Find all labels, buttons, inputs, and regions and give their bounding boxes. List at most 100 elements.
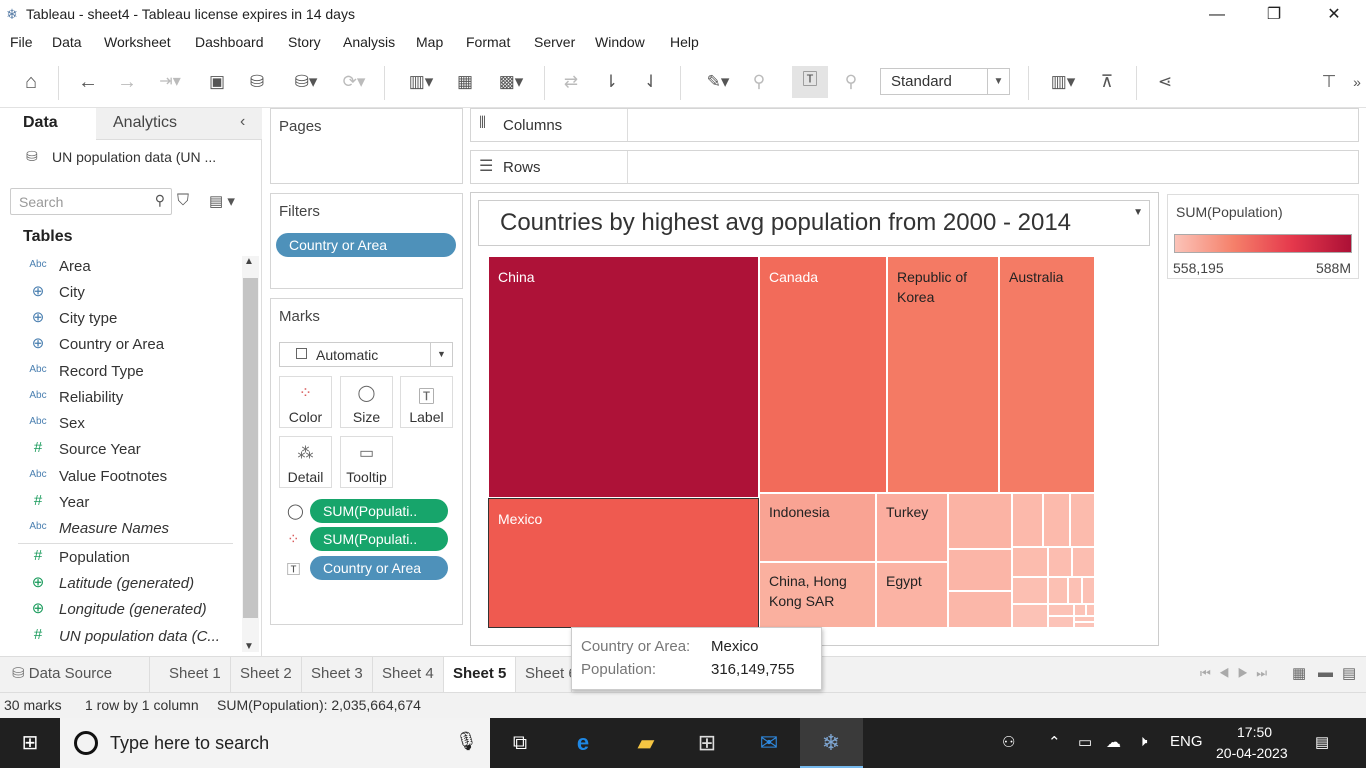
treemap-cell-canada[interactable]: Canada bbox=[759, 256, 887, 493]
collapse-pane-icon[interactable]: ‹ bbox=[240, 113, 246, 130]
duplicate-sheet-icon[interactable]: ▦ bbox=[456, 72, 474, 91]
filmstrip-icon[interactable]: ▬ bbox=[1318, 664, 1333, 681]
field-item[interactable]: ⊕ City type bbox=[0, 307, 240, 331]
menu-map[interactable]: Map bbox=[416, 34, 444, 50]
taskbar-search-input[interactable]: Type here to search 🎙 bbox=[60, 718, 490, 768]
treemap-cell[interactable] bbox=[1072, 547, 1095, 577]
field-item[interactable]: ⊕ Longitude (generated) bbox=[0, 598, 240, 622]
color-pill[interactable]: SUM(Populati.. bbox=[310, 527, 448, 551]
filter-pill-country[interactable]: Country or Area bbox=[276, 233, 456, 257]
menu-server[interactable]: Server bbox=[534, 34, 576, 50]
field-list-scrollbar[interactable]: ▲ ▼ bbox=[242, 256, 259, 652]
treemap-cell[interactable] bbox=[1074, 622, 1095, 628]
home-icon[interactable]: ⌂ bbox=[24, 71, 38, 93]
color-button[interactable]: ⁘ Color bbox=[279, 376, 332, 428]
tab-navigation-icon[interactable]: ⏮◀▶⏭ bbox=[1200, 666, 1276, 680]
label-button[interactable]: 🅃 Label bbox=[400, 376, 453, 428]
field-item[interactable]: # Source Year bbox=[0, 438, 240, 462]
tab-sheet-2[interactable]: Sheet 2 bbox=[231, 657, 302, 692]
menu-format[interactable]: Format bbox=[466, 34, 511, 50]
color-legend[interactable]: SUM(Population) 558,195 588M bbox=[1167, 194, 1359, 279]
back-icon[interactable]: ← bbox=[78, 71, 98, 93]
pages-card[interactable]: Pages bbox=[270, 108, 463, 184]
refresh-icon[interactable]: ⟳▾ bbox=[342, 72, 366, 91]
tab-sheet-5[interactable]: Sheet 5 bbox=[444, 657, 516, 692]
clock-time[interactable]: 17:50 bbox=[1237, 724, 1273, 740]
tab-sheet-1[interactable]: Sheet 1 bbox=[160, 657, 231, 692]
share-icon[interactable]: ⋖ bbox=[1157, 72, 1173, 91]
treemap-cell[interactable] bbox=[1086, 604, 1095, 616]
tableau-taskbar-item[interactable] bbox=[800, 718, 863, 768]
detail-button[interactable]: ⁂ Detail bbox=[279, 436, 332, 488]
tableau-taskbar-icon[interactable]: ❄ bbox=[821, 730, 841, 755]
field-item[interactable]: ⊕ Country or Area bbox=[0, 333, 240, 357]
group-icon[interactable]: ⚲ bbox=[752, 72, 766, 91]
treemap-cell-indonesia[interactable]: Indonesia bbox=[759, 493, 876, 562]
treemap-cell-china[interactable]: China bbox=[488, 256, 759, 498]
pause-updates-icon[interactable]: ⛁▾ bbox=[294, 72, 318, 91]
pin-icon[interactable]: ⚲ bbox=[844, 72, 858, 91]
onedrive-icon[interactable]: ☁ bbox=[1106, 734, 1121, 751]
mail-icon[interactable]: ✉ bbox=[759, 730, 779, 755]
treemap-cell[interactable] bbox=[1074, 604, 1086, 616]
tooltip-button[interactable]: ▭ Tooltip bbox=[340, 436, 393, 488]
field-item[interactable]: # UN population data (C... bbox=[0, 625, 240, 649]
treemap-cell[interactable] bbox=[1082, 577, 1095, 604]
treemap-cell-australia[interactable]: Australia bbox=[999, 256, 1095, 493]
sort-ascending-icon[interactable]: ⇂ bbox=[603, 72, 619, 91]
redo-dropdown-icon[interactable]: ⇥▾ bbox=[159, 73, 181, 90]
menu-dashboard[interactable]: Dashboard bbox=[195, 34, 264, 50]
language-indicator[interactable]: ENG bbox=[1170, 733, 1203, 750]
field-item[interactable]: ⊕ City bbox=[0, 281, 240, 305]
show-cards-icon[interactable]: ▥▾ bbox=[1050, 72, 1076, 91]
treemap-cell[interactable] bbox=[1043, 493, 1070, 547]
treemap-cell-mexico[interactable]: Mexico bbox=[488, 498, 759, 628]
columns-shelf[interactable]: ⦀ Columns bbox=[470, 108, 1359, 142]
tab-sheet-3[interactable]: Sheet 3 bbox=[302, 657, 373, 692]
treemap-cell-turkey[interactable]: Turkey bbox=[876, 493, 948, 562]
tab-analytics[interactable]: Analytics bbox=[96, 108, 262, 140]
edge-browser-icon[interactable]: e bbox=[576, 730, 590, 755]
menu-help[interactable]: Help bbox=[670, 34, 699, 50]
size-button[interactable]: ◯ Size bbox=[340, 376, 393, 428]
swap-icon[interactable]: ⇄ bbox=[563, 72, 579, 91]
treemap-cell[interactable] bbox=[1048, 577, 1068, 604]
tray-chevron-icon[interactable]: ⌃ bbox=[1048, 734, 1061, 751]
tab-sheet-6[interactable]: Sheet 6 bbox=[516, 657, 572, 692]
forward-icon[interactable]: → bbox=[117, 71, 137, 93]
highlight-icon[interactable]: ✎▾ bbox=[706, 72, 730, 91]
show-mark-labels-icon[interactable]: 🅃 bbox=[792, 66, 828, 98]
scrollbar-thumb[interactable] bbox=[243, 278, 258, 618]
menu-window[interactable]: Window bbox=[595, 34, 645, 50]
close-button[interactable]: ✕ bbox=[1327, 6, 1341, 23]
field-item[interactable]: Abc Reliability bbox=[0, 386, 240, 410]
tab-data[interactable]: Data bbox=[0, 108, 96, 140]
mark-type-select[interactable]: Automatic ▼ bbox=[279, 342, 453, 367]
label-pill[interactable]: Country or Area bbox=[310, 556, 448, 580]
presentation-mode-icon[interactable]: ⊼ bbox=[1100, 72, 1114, 91]
field-item[interactable]: Abc Measure Names bbox=[0, 517, 240, 541]
treemap-cell[interactable] bbox=[948, 493, 1012, 549]
field-item[interactable]: # Population bbox=[0, 546, 240, 570]
store-icon[interactable]: ⊞ bbox=[697, 730, 717, 755]
scroll-down-icon[interactable]: ▼ bbox=[244, 641, 254, 652]
field-item[interactable]: ⊕ Latitude (generated) bbox=[0, 572, 240, 596]
windows-start-icon[interactable]: ⊞ bbox=[21, 732, 39, 754]
file-explorer-icon[interactable]: ▰ bbox=[637, 730, 655, 755]
save-icon[interactable]: ▣ bbox=[208, 72, 226, 91]
treemap-cell[interactable] bbox=[1048, 604, 1074, 616]
tab-sheet-4[interactable]: Sheet 4 bbox=[373, 657, 444, 692]
treemap-cell[interactable] bbox=[1012, 547, 1048, 577]
treemap-cell[interactable] bbox=[948, 549, 1012, 591]
menu-data[interactable]: Data bbox=[52, 34, 82, 50]
task-view-icon[interactable]: ⧉ bbox=[512, 732, 528, 754]
new-dashboard-icon[interactable]: ▦ bbox=[1292, 665, 1307, 682]
treemap-cell[interactable] bbox=[1068, 577, 1082, 604]
menu-worksheet[interactable]: Worksheet bbox=[104, 34, 171, 50]
new-worksheet-icon[interactable]: ▥▾ bbox=[408, 72, 434, 91]
tab-data-source[interactable]: ⛁ Data Source bbox=[0, 657, 150, 692]
clear-sheet-icon[interactable]: ▩▾ bbox=[498, 72, 524, 91]
treemap-cell-korea[interactable]: Republic of Korea bbox=[887, 256, 999, 493]
tab-list-icon[interactable]: ▤ bbox=[1342, 665, 1357, 682]
treemap[interactable]: China Canada Republic of Korea Australia… bbox=[488, 256, 1095, 628]
